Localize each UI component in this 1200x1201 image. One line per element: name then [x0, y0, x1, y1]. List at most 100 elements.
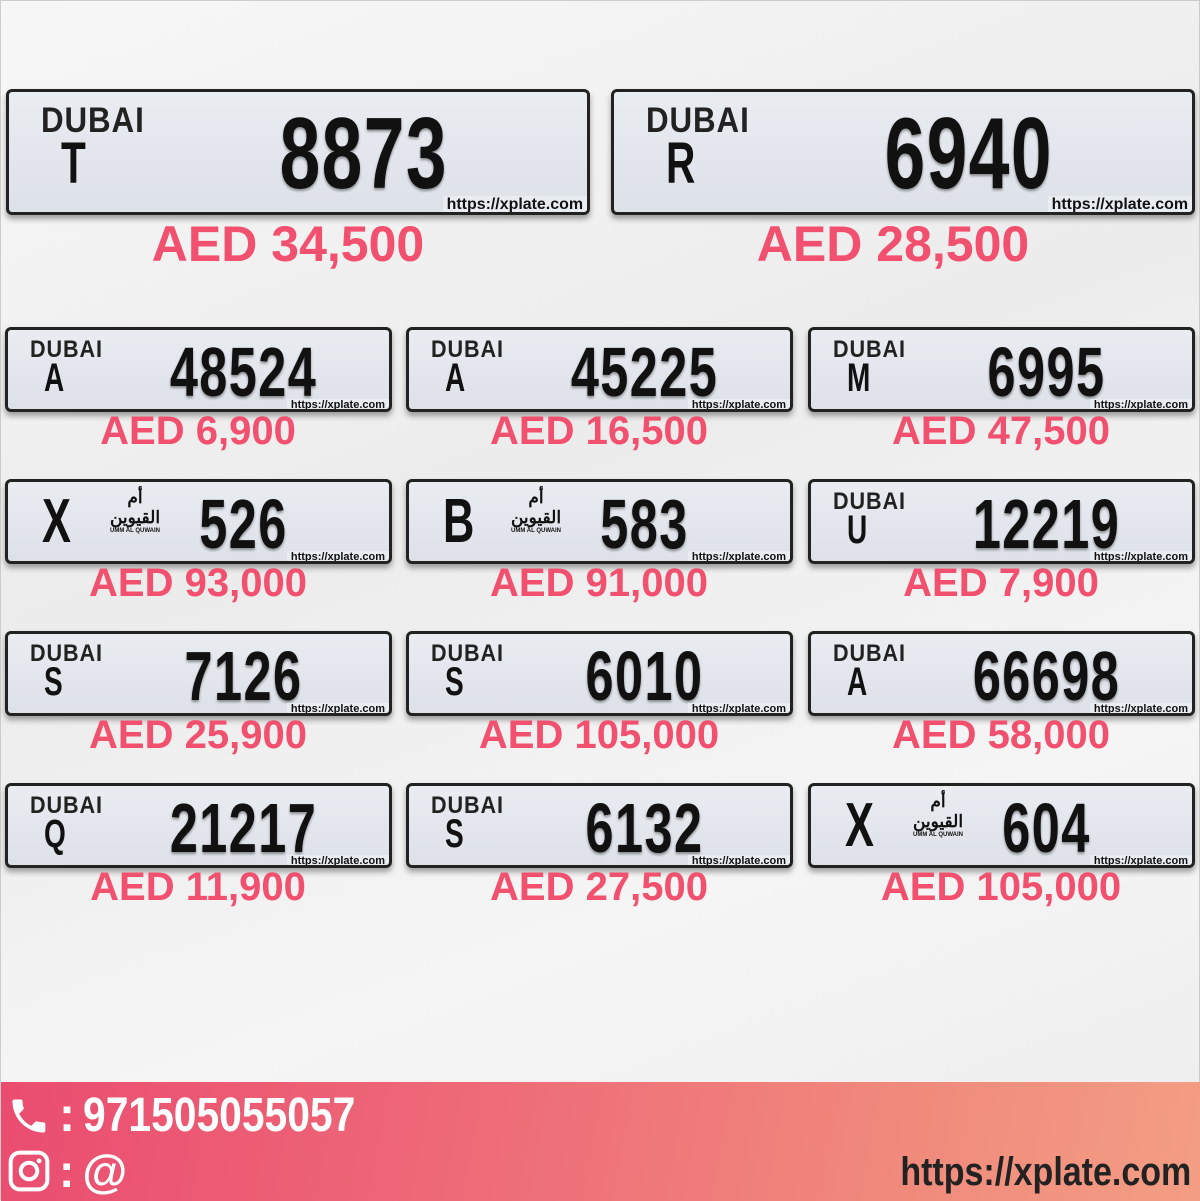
emirate-label: DUBAI	[431, 792, 504, 819]
plate-code: U	[847, 508, 868, 552]
plate-price: AED 34,500	[151, 216, 425, 272]
plate-price: AED 28,500	[756, 216, 1030, 272]
number-plate[interactable]: DUBAI A 48524 https://xplate.com	[5, 327, 392, 412]
plate-code: X	[845, 791, 874, 860]
plate-code: S	[445, 660, 464, 704]
emirate-label: DUBAI	[833, 488, 906, 515]
uaq-arabic-text: أم القيوين	[510, 488, 562, 528]
phone-separator: :	[59, 1089, 75, 1142]
plate-watermark: https://xplate.com	[687, 551, 790, 561]
plate-number: 12219	[972, 485, 1121, 563]
plate-price: AED 105,000	[478, 713, 720, 757]
number-plate[interactable]: DUBAI R 6940 https://xplate.com	[611, 89, 1195, 215]
number-plate[interactable]: X أم القيوين UMM AL QUWAIN 604 https://xplat…	[808, 783, 1195, 868]
emirate-label: DUBAI	[431, 336, 504, 363]
plate-code: M	[847, 356, 871, 400]
number-plate[interactable]: DUBAI M 6995 https://xplate.com	[808, 327, 1195, 412]
phone-number[interactable]: 971505055057	[82, 1089, 356, 1142]
emirate-label: DUBAI	[30, 336, 103, 363]
plate-watermark: https://xplate.com	[1089, 855, 1192, 865]
plate-watermark: https://xplate.com	[1089, 399, 1192, 409]
number-plate[interactable]: DUBAI S 6132 https://xplate.com	[406, 783, 793, 868]
plate-code: A	[445, 356, 466, 400]
plate-watermark: https://xplate.com	[1089, 551, 1192, 561]
uaq-logo: أم القيوين UMM AL QUWAIN	[907, 792, 969, 838]
plate-price: AED 7,900	[903, 561, 1099, 605]
plate-price: AED 105,000	[880, 865, 1122, 909]
instagram-separator: :	[59, 1145, 75, 1197]
plate-code: T	[61, 130, 86, 196]
plate-number: 6132	[585, 789, 704, 867]
phone-icon	[12, 1099, 46, 1132]
plate-code: S	[44, 660, 63, 704]
uaq-arabic-text: أم القيوين	[912, 792, 964, 832]
number-plate[interactable]: X أم القيوين UMM AL QUWAIN 526 https://xplat…	[5, 479, 392, 564]
uaq-logo: أم القيوين UMM AL QUWAIN	[505, 488, 567, 534]
emirate-label: UMM AL QUWAIN	[511, 528, 561, 534]
plate-code: A	[44, 356, 65, 400]
contact-footer: : 971505055057 : @ https://xplate.com	[1, 1082, 1200, 1201]
emirate-label: DUBAI	[431, 640, 504, 667]
plate-price: AED 16,500	[490, 409, 708, 453]
plate-price: AED 11,900	[90, 865, 306, 909]
number-plate[interactable]: DUBAI Q 21217 https://xplate.com	[5, 783, 392, 868]
plate-number: 48524	[169, 333, 318, 411]
plate-watermark: https://xplate.com	[687, 855, 790, 865]
emirate-label: DUBAI	[833, 336, 906, 363]
plate-number: 6940	[884, 95, 1053, 210]
phone-row: : 971505055057	[7, 1088, 403, 1143]
plate-watermark: https://xplate.com	[286, 703, 389, 713]
number-plate[interactable]: DUBAI T 8873 https://xplate.com	[6, 89, 590, 215]
number-plate[interactable]: DUBAI S 6010 https://xplate.com	[406, 631, 793, 716]
website-link[interactable]: https://xplate.com	[900, 1150, 1191, 1194]
instagram-row: : @	[7, 1144, 127, 1198]
uaq-logo: أم القيوين UMM AL QUWAIN	[104, 488, 166, 534]
emirate-label: DUBAI	[40, 100, 145, 140]
plate-watermark: https://xplate.com	[286, 551, 389, 561]
emirate-label: UMM AL QUWAIN	[110, 528, 160, 534]
number-plate[interactable]: DUBAI A 66698 https://xplate.com	[808, 631, 1195, 716]
plate-number: 6010	[585, 637, 704, 715]
plate-price: AED 58,000	[892, 713, 1110, 757]
plate-code: X	[42, 487, 71, 556]
plate-number: 604	[1002, 789, 1091, 867]
plate-number: 7126	[184, 637, 303, 715]
plate-watermark: https://xplate.com	[286, 399, 389, 409]
plate-price: AED 91,000	[490, 561, 708, 605]
plate-price: AED 93,000	[89, 561, 307, 605]
plate-number: 45225	[570, 333, 719, 411]
number-plate[interactable]: DUBAI S 7126 https://xplate.com	[5, 631, 392, 716]
emirate-label: DUBAI	[30, 792, 103, 819]
plate-watermark: https://xplate.com	[1089, 703, 1192, 713]
plate-price: AED 27,500	[490, 865, 708, 909]
number-plate[interactable]: B أم القيوين UMM AL QUWAIN 583 https://xplat…	[406, 479, 793, 564]
plate-watermark: https://xplate.com	[1047, 196, 1192, 212]
emirate-label: DUBAI	[30, 640, 103, 667]
plate-price: AED 47,500	[892, 409, 1110, 453]
plate-number: 21217	[169, 789, 318, 867]
plate-code: A	[847, 660, 868, 704]
instagram-handle[interactable]: @	[82, 1145, 128, 1197]
plate-watermark: https://xplate.com	[286, 855, 389, 865]
number-plate[interactable]: DUBAI U 12219 https://xplate.com	[808, 479, 1195, 564]
uaq-arabic-text: أم القيوين	[109, 488, 161, 528]
plate-price: AED 6,900	[100, 409, 296, 453]
plate-number: 6995	[987, 333, 1106, 411]
plate-watermark: https://xplate.com	[442, 196, 587, 212]
plate-code: S	[445, 812, 464, 856]
plate-code: R	[666, 130, 696, 196]
plate-price: AED 25,900	[89, 713, 307, 757]
emirate-label: UMM AL QUWAIN	[913, 832, 963, 838]
instagram-icon	[8, 1150, 50, 1192]
plate-watermark: https://xplate.com	[687, 703, 790, 713]
plate-watermark: https://xplate.com	[687, 399, 790, 409]
plate-number: 583	[600, 485, 689, 563]
plate-number: 66698	[972, 637, 1121, 715]
emirate-label: DUBAI	[645, 100, 750, 140]
plate-number: 8873	[279, 95, 448, 210]
emirate-label: DUBAI	[833, 640, 906, 667]
plate-number: 526	[199, 485, 288, 563]
plate-code: B	[443, 487, 475, 556]
number-plate[interactable]: DUBAI A 45225 https://xplate.com	[406, 327, 793, 412]
plate-code: Q	[44, 812, 66, 856]
